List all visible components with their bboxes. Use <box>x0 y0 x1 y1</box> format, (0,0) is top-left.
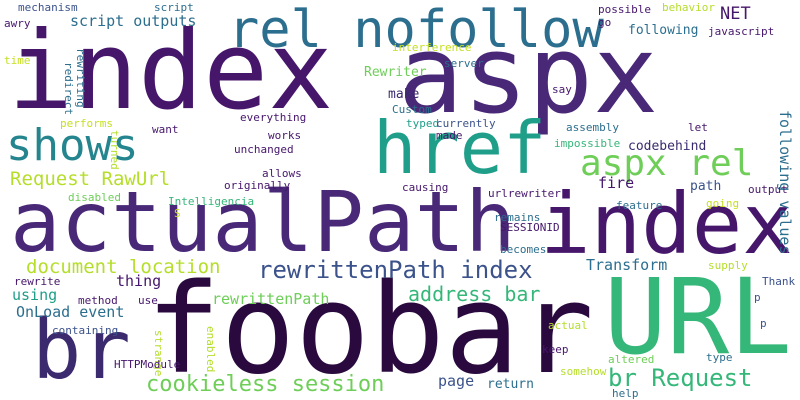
word-server: server <box>444 57 484 70</box>
word-urlrewriter: urlrewriter <box>488 187 561 200</box>
word-causing: causing <box>402 181 449 194</box>
word-mechanism: mechanism <box>18 1 78 14</box>
word-chance: enabled <box>204 326 217 373</box>
word-following: following <box>628 23 699 38</box>
word-supply: supply <box>708 259 748 272</box>
word-codebehind: codebehind <box>628 139 707 154</box>
word-transform: Transform <box>586 256 668 274</box>
word-cookieless-session: cookieless session <box>146 372 385 397</box>
word-rewriting: rewriting <box>74 48 87 108</box>
word-help: Thank <box>762 275 796 288</box>
word-rewriter: Rewriter <box>364 65 427 80</box>
word-containing: containing <box>52 324 119 337</box>
word-somehow: type <box>706 351 733 364</box>
word-intelligencia: Intelligencia <box>168 195 255 208</box>
word-interference: interference <box>392 41 472 54</box>
word-document-location: document location <box>26 256 221 278</box>
word-actualpath: actualPath <box>10 173 516 271</box>
word-shows: shows <box>6 120 139 171</box>
word-turned: turned <box>108 130 121 170</box>
word-use: use <box>138 294 158 307</box>
word-output: output <box>748 183 788 196</box>
word-foobar: foobar <box>146 258 594 400</box>
word-return: return <box>487 377 534 392</box>
word-thank: p <box>760 317 767 330</box>
word-let: let <box>688 121 708 134</box>
word-go: go <box>598 16 612 29</box>
word-address-bar: address bar <box>408 282 541 306</box>
word-request-rawurl: Request RawUrl <box>10 168 171 190</box>
word-s: S <box>174 207 181 220</box>
word-fire: fire <box>598 174 635 192</box>
word-br-request: br Request <box>608 364 753 392</box>
word-custom: Custom <box>392 103 432 116</box>
word-redirect: redirect <box>62 62 75 115</box>
word-rel-nofollow: rel nofollow <box>228 0 604 60</box>
word-rewrittenpath: rewrittenPath <box>212 290 330 308</box>
word-thing: thing <box>116 272 162 290</box>
word-using: using <box>12 286 58 304</box>
word-performs: performs <box>60 117 113 130</box>
word-remains: remains <box>494 211 541 224</box>
word-aspx-rel: aspx rel <box>580 143 754 184</box>
word-script: script <box>154 1 194 14</box>
word-currently: currently <box>436 117 496 130</box>
word-going: going <box>706 197 740 210</box>
word-rewrittenpath-index: rewrittenPath index <box>258 256 533 284</box>
word-enabled: actual <box>548 319 588 332</box>
word-everything: everything <box>240 111 307 124</box>
word-url: URL <box>604 256 792 378</box>
word-works: works <box>268 129 302 142</box>
word-method: method <box>78 294 118 307</box>
word-br-1: br <box>32 303 131 398</box>
word-strange: HTTPModule <box>114 358 181 371</box>
word-typed: typed <box>406 117 440 130</box>
word-allows: allows <box>262 167 302 180</box>
word-disabled: disabled <box>68 191 121 204</box>
word-want: want <box>152 123 179 136</box>
word-possible: possible <box>598 3 651 16</box>
word-say: say <box>552 83 572 96</box>
word-awry: awry <box>4 17 31 30</box>
word-make: make <box>388 87 420 102</box>
word-unchanged: unchanged <box>234 143 294 156</box>
word-behavior: behavior <box>662 1 715 14</box>
word-href: href <box>373 106 547 190</box>
word-altered: help <box>612 387 639 400</box>
word-index-2: index <box>540 175 793 273</box>
word-aspx: aspx <box>398 13 659 138</box>
word-feature: feature <box>616 199 663 212</box>
word-assembly: assembly <box>566 121 619 134</box>
word-rewrite: rewrite <box>14 275 61 288</box>
word-originally: originally <box>224 179 291 192</box>
word-made: made <box>436 129 463 142</box>
word-actual: altered <box>608 353 655 366</box>
word-time: time <box>4 54 31 67</box>
word-impossible: impossible <box>554 137 621 150</box>
word-page: page <box>438 372 475 390</box>
word-sessionid: SESSIONID <box>500 221 560 234</box>
word-becomes: becomes <box>500 243 547 256</box>
word-keep: somehow <box>560 365 607 378</box>
word-type: p <box>754 291 761 304</box>
word-index-1: index <box>8 9 334 134</box>
word-onload-event: OnLoad event <box>16 303 125 321</box>
word-javascript: javascript <box>708 25 775 38</box>
word-path: path <box>690 179 722 194</box>
word-script-outputs: script outputs <box>70 12 197 30</box>
word-httpmodule: keep <box>542 343 569 356</box>
word-net: NET <box>720 4 751 24</box>
